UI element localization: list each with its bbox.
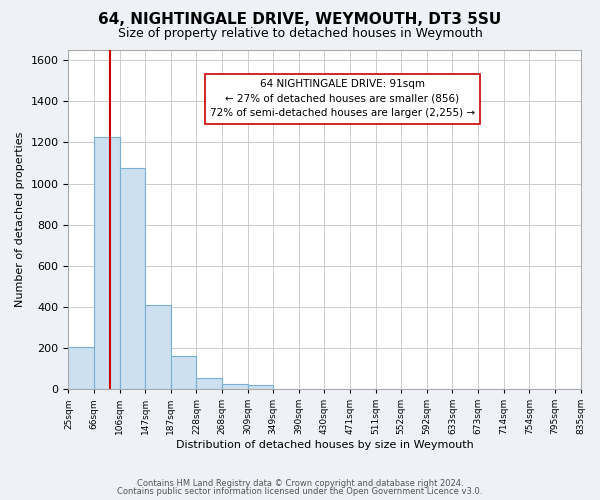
Text: 64, NIGHTINGALE DRIVE, WEYMOUTH, DT3 5SU: 64, NIGHTINGALE DRIVE, WEYMOUTH, DT3 5SU <box>98 12 502 28</box>
Y-axis label: Number of detached properties: Number of detached properties <box>15 132 25 307</box>
Text: 64 NIGHTINGALE DRIVE: 91sqm
← 27% of detached houses are smaller (856)
72% of se: 64 NIGHTINGALE DRIVE: 91sqm ← 27% of det… <box>210 79 475 118</box>
Bar <box>222 384 248 389</box>
Bar <box>94 138 119 389</box>
Bar <box>248 385 273 389</box>
Bar <box>68 347 94 389</box>
X-axis label: Distribution of detached houses by size in Weymouth: Distribution of detached houses by size … <box>176 440 473 450</box>
Bar <box>171 356 196 389</box>
Text: Size of property relative to detached houses in Weymouth: Size of property relative to detached ho… <box>118 28 482 40</box>
Text: Contains public sector information licensed under the Open Government Licence v3: Contains public sector information licen… <box>118 487 482 496</box>
Text: Contains HM Land Registry data © Crown copyright and database right 2024.: Contains HM Land Registry data © Crown c… <box>137 478 463 488</box>
Bar <box>196 378 222 389</box>
Bar <box>119 168 145 389</box>
Bar <box>145 305 171 389</box>
